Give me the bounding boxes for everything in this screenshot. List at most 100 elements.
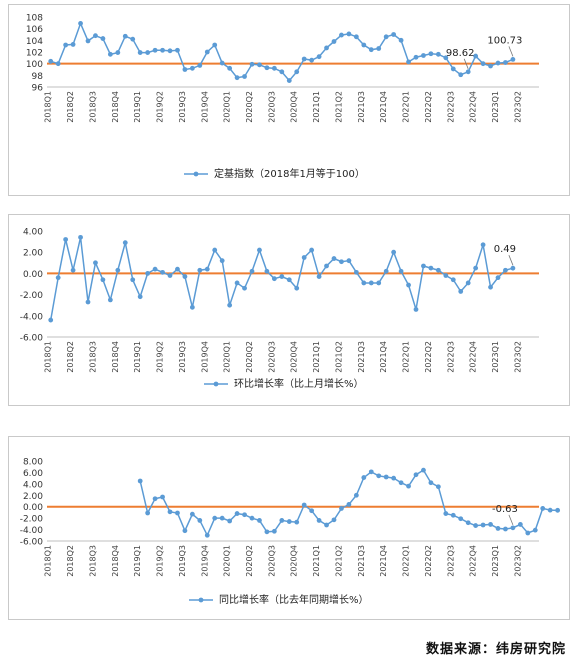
y-tick-label: 6.00	[23, 469, 43, 479]
data-point	[122, 240, 128, 246]
y-tick-label: 0.00	[23, 503, 43, 513]
data-point	[421, 467, 426, 473]
data-point	[339, 32, 344, 38]
data-point	[219, 515, 225, 521]
data-point	[406, 59, 411, 65]
annotation-leader	[508, 514, 514, 526]
data-point	[55, 61, 61, 67]
data-point	[331, 39, 337, 44]
x-tick-label: 2022Q1	[402, 91, 411, 123]
data-point	[167, 509, 173, 515]
data-point	[227, 302, 233, 308]
data-point	[167, 48, 173, 54]
data-point	[324, 522, 329, 528]
data-point	[249, 268, 255, 274]
data-point	[145, 50, 151, 55]
data-point	[115, 267, 121, 273]
data-point	[286, 78, 292, 83]
data-point	[495, 526, 501, 531]
data-point	[435, 51, 441, 57]
data-point	[175, 47, 180, 53]
legend-label: 同比增长率（比去年同期增长%）	[219, 593, 369, 606]
data-point	[376, 280, 382, 286]
data-point	[107, 297, 113, 303]
data-point	[361, 42, 367, 48]
data-point	[346, 258, 352, 264]
data-label: -0.63	[492, 504, 518, 515]
data-point	[160, 269, 165, 275]
data-point	[93, 260, 98, 266]
x-tick-label: 2018Q2	[66, 545, 75, 577]
data-point	[234, 75, 240, 81]
data-point	[189, 511, 195, 517]
data-point	[145, 510, 151, 516]
x-tick-label: 2023Q1	[491, 545, 500, 577]
x-tick-label: 2023Q1	[491, 91, 500, 123]
x-tick-label: 2019Q1	[133, 545, 142, 577]
data-point	[339, 506, 344, 511]
data-point	[279, 274, 285, 279]
data-point	[383, 34, 389, 40]
x-tick-label: 2018Q4	[111, 341, 120, 373]
data-point	[443, 55, 449, 61]
data-point	[301, 255, 307, 260]
data-point	[473, 53, 479, 59]
data-point	[368, 469, 374, 475]
data-point	[271, 276, 277, 282]
x-tick-label: 2018Q3	[88, 545, 97, 577]
data-point	[495, 60, 501, 66]
data-point	[242, 74, 247, 79]
data-point	[398, 37, 404, 43]
data-point	[167, 273, 173, 278]
data-point	[555, 507, 561, 513]
data-point	[197, 63, 203, 68]
data-point	[450, 512, 456, 518]
data-point	[197, 518, 203, 523]
data-point	[488, 522, 493, 527]
data-point	[450, 66, 456, 72]
data-point	[279, 518, 285, 523]
data-point	[383, 474, 389, 480]
data-point	[480, 61, 486, 67]
x-tick-label: 2020Q2	[245, 545, 254, 577]
y-tick-label: 2.00	[23, 492, 43, 502]
data-point	[242, 512, 247, 518]
x-tick-label: 2021Q2	[334, 545, 343, 577]
data-point	[55, 275, 61, 281]
legend-label: 环比增长率（比上月增长%）	[234, 377, 364, 390]
data-point	[510, 525, 516, 531]
data-point	[510, 265, 516, 271]
y-tick-label: 98	[32, 72, 44, 82]
data-point	[435, 484, 441, 490]
data-point	[480, 242, 486, 248]
data-point	[204, 49, 210, 55]
data-point	[532, 527, 538, 533]
data-point	[465, 280, 471, 286]
data-point	[219, 258, 225, 264]
x-tick-label: 2018Q2	[66, 341, 75, 373]
x-tick-label: 2020Q2	[245, 341, 254, 373]
data-point	[480, 522, 486, 528]
data-point	[294, 285, 300, 291]
x-tick-label: 2018Q2	[66, 91, 75, 123]
data-point	[78, 234, 83, 240]
data-point	[137, 478, 143, 484]
data-point	[271, 65, 277, 71]
x-tick-label: 2019Q2	[156, 341, 165, 373]
data-point	[271, 528, 277, 534]
x-tick-label: 2019Q3	[178, 341, 187, 373]
data-point	[443, 511, 449, 516]
x-tick-label: 2021Q2	[334, 341, 343, 373]
data-point	[316, 518, 322, 523]
data-point	[428, 51, 434, 57]
data-point	[107, 51, 113, 57]
legend-marker	[213, 381, 219, 387]
x-tick-label: 2022Q3	[446, 91, 455, 123]
data-point	[249, 61, 255, 67]
y-tick-label: 2.00	[23, 249, 43, 259]
data-point	[197, 267, 203, 273]
data-point	[286, 277, 292, 283]
x-tick-label: 2022Q4	[469, 91, 478, 123]
x-tick-label: 2018Q3	[88, 341, 97, 373]
